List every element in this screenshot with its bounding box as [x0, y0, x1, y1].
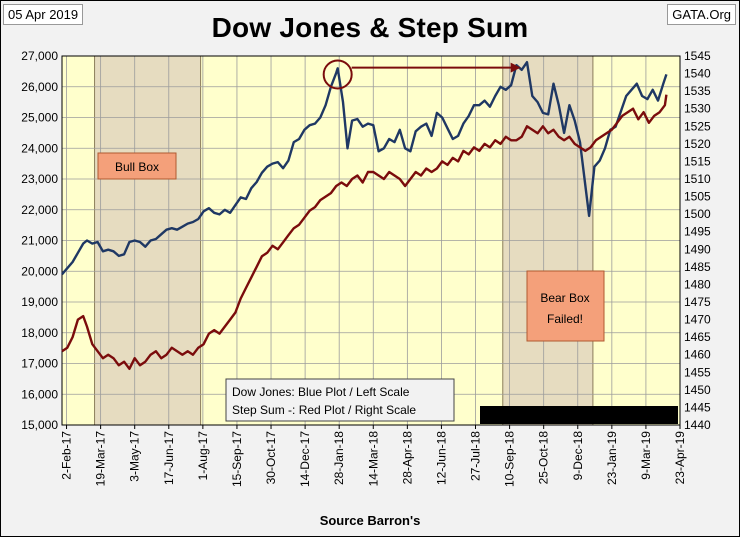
y-right-tick-label: 1500: [684, 207, 711, 221]
x-tick-label: 17-Jun-17: [162, 431, 176, 485]
bear-box-label-line2: Failed!: [547, 312, 583, 326]
x-tick-label: 2-Feb-17: [60, 431, 74, 480]
y-left-tick-label: 25,000: [21, 111, 58, 125]
y-right-tick-label: 1450: [684, 383, 711, 397]
x-tick-label: 30-Oct-17: [264, 431, 278, 485]
dow-jones-series-line: [61, 61, 668, 276]
x-tick-label: 27-Jul-18: [469, 431, 483, 481]
y-right-tick-label: 1520: [684, 137, 711, 151]
y-right-tick-label: 1515: [684, 154, 711, 168]
y-right-tick-label: 1535: [684, 84, 711, 98]
y-left-tick-label: 23,000: [21, 172, 58, 186]
x-tick-label: 23-Jan-19: [605, 431, 619, 485]
y-left-tick-label: 21,000: [21, 234, 58, 248]
chart-title: Dow Jones & Step Sum: [211, 12, 529, 43]
y-right-tick-label: 1475: [684, 295, 711, 309]
x-tick-label: 14-Mar-18: [366, 431, 380, 487]
y-right-tick-label: 1485: [684, 260, 711, 274]
y-right-tick-label: 1525: [684, 119, 711, 133]
x-tick-label: 19-Mar-17: [94, 431, 108, 487]
x-tick-label: 15-Sep-17: [230, 431, 244, 487]
bear-box-annotation: [526, 270, 605, 342]
y-left-tick-label: 20,000: [21, 264, 58, 278]
bull-box-annotation: [97, 152, 177, 180]
y-left-tick-label: 15,000: [21, 418, 58, 432]
x-tick-label: 12-Jun-18: [434, 431, 448, 485]
x-tick-label: 14-Dec-17: [298, 431, 312, 487]
y-left-tick-label: 16,000: [21, 387, 58, 401]
y-left-tick-label: 24,000: [21, 141, 58, 155]
y-right-tick-label: 1540: [684, 67, 711, 81]
bull-box-label: Bull Box: [115, 160, 159, 174]
legend-dow-label: Dow Jones: Blue Plot / Left Scale: [232, 385, 410, 399]
y-left-tick-label: 17,000: [21, 357, 58, 371]
plot-border: [61, 55, 681, 426]
legend-step-label: Step Sum -: Red Plot / Right Scale: [232, 403, 416, 417]
y-left-tick-label: 19,000: [21, 295, 58, 309]
x-tick-label: 25-Oct-18: [537, 431, 551, 485]
y-left-tick-label: 18,000: [21, 326, 58, 340]
y-right-tick-label: 1465: [684, 330, 711, 344]
y-right-tick-label: 1440: [684, 418, 711, 432]
peak-arrow-head: [510, 62, 521, 73]
y-right-tick-label: 1455: [684, 365, 711, 379]
x-tick-label: 3-May-17: [128, 431, 142, 482]
credit-box: [480, 406, 678, 424]
y-left-tick-label: 27,000: [21, 49, 58, 63]
date-label: 05 Apr 2019: [3, 4, 84, 25]
bear-box-label-line1: Bear Box: [540, 291, 589, 305]
y-left-tick-label: 26,000: [21, 80, 58, 94]
x-tick-label: 28-Apr-18: [400, 431, 414, 485]
x-tick-label: 23-Apr-19: [673, 431, 687, 485]
y-right-tick-label: 1545: [684, 49, 711, 63]
y-right-tick-label: 1505: [684, 190, 711, 204]
y-right-tick-label: 1480: [684, 277, 711, 291]
y-left-tick-label: 22,000: [21, 203, 58, 217]
x-tick-label: 9-Dec-18: [571, 431, 585, 481]
y-right-tick-label: 1460: [684, 348, 711, 362]
legend-box: [225, 378, 455, 422]
y-right-tick-label: 1495: [684, 225, 711, 239]
peak-circle: [322, 59, 353, 90]
step-sum-series-line: [61, 94, 668, 370]
x-tick-label: 10-Sep-18: [503, 431, 517, 487]
y-right-tick-label: 1490: [684, 242, 711, 256]
y-right-tick-label: 1510: [684, 172, 711, 186]
y-right-tick-label: 1445: [684, 400, 711, 414]
y-right-tick-label: 1470: [684, 313, 711, 327]
x-tick-label: 9-Mar-19: [639, 431, 653, 480]
x-tick-label: 28-Jan-18: [332, 431, 346, 485]
site-label: GATA.Org: [667, 4, 736, 25]
x-tick-label: 1-Aug-17: [196, 431, 210, 481]
y-right-tick-label: 1530: [684, 102, 711, 116]
credit-label: Graphic by Mark J. Lundeen: [499, 408, 660, 422]
source-label: Source Barron's: [319, 513, 421, 528]
